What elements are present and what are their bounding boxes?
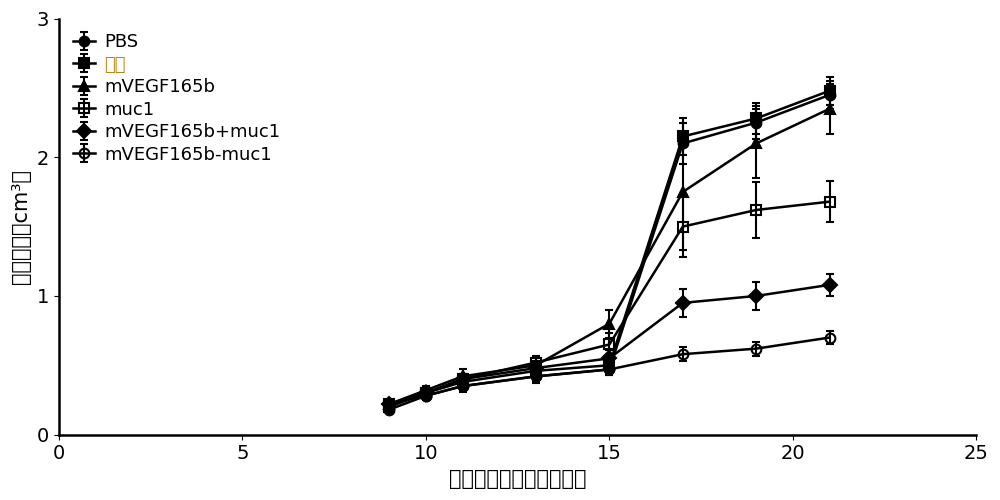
Y-axis label: 舂瘾体积（cm³）: 舂瘾体积（cm³） [11,169,31,284]
X-axis label: 舂瘾细胞接种天数（天）: 舂瘾细胞接种天数（天） [449,469,586,489]
Legend: PBS, 佐剂, mVEGF165b, muc1, mVEGF165b+muc1, mVEGF165b-muc1: PBS, 佐剂, mVEGF165b, muc1, mVEGF165b+muc1… [68,28,285,169]
